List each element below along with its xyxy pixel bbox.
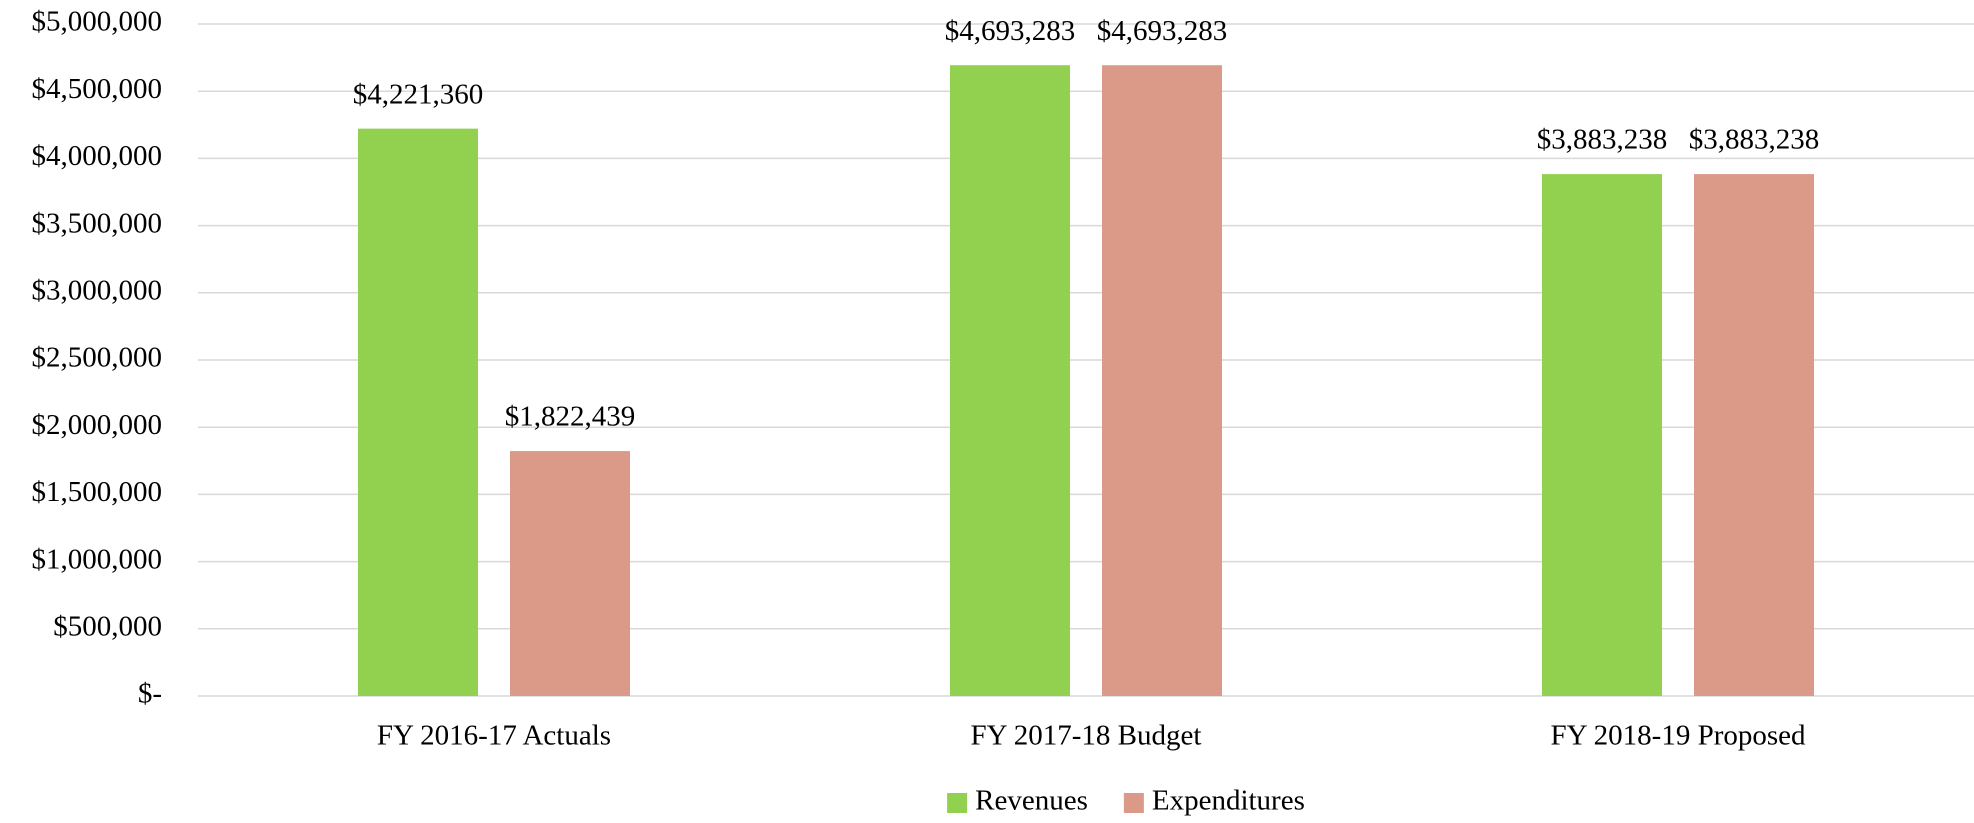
bar	[1694, 174, 1814, 696]
legend-label: Expenditures	[1152, 785, 1305, 817]
x-tick-label: FY 2017-18 Budget	[971, 720, 1202, 752]
y-tick-label: $4,500,000	[32, 73, 163, 105]
data-label: $4,693,283	[945, 15, 1076, 47]
y-tick-label: $-	[138, 678, 162, 710]
bar	[1542, 174, 1662, 696]
bar	[950, 65, 1070, 696]
y-tick-label: $3,000,000	[32, 274, 163, 306]
y-tick-label: $2,500,000	[32, 342, 163, 374]
y-tick-label: $5,000,000	[32, 6, 163, 38]
bar	[1102, 65, 1222, 696]
y-tick-label: $2,000,000	[32, 409, 163, 441]
x-tick-label: FY 2016-17 Actuals	[377, 720, 611, 752]
y-tick-label: $1,000,000	[32, 543, 163, 575]
data-label: $3,883,238	[1537, 124, 1668, 156]
data-label: $4,693,283	[1097, 15, 1228, 47]
y-tick-label: $500,000	[53, 610, 162, 642]
y-tick-label: $4,000,000	[32, 140, 163, 172]
data-label: $1,822,439	[505, 401, 636, 433]
y-tick-label: $3,500,000	[32, 207, 163, 239]
bar	[510, 451, 630, 696]
legend-label: Revenues	[975, 785, 1088, 817]
legend-swatch	[947, 793, 968, 813]
data-label: $4,221,360	[353, 78, 484, 110]
data-label: $3,883,238	[1689, 124, 1820, 156]
y-tick-label: $1,500,000	[32, 476, 163, 508]
legend-swatch	[1123, 793, 1144, 813]
bar	[358, 128, 478, 696]
x-tick-label: FY 2018-19 Proposed	[1550, 720, 1806, 752]
